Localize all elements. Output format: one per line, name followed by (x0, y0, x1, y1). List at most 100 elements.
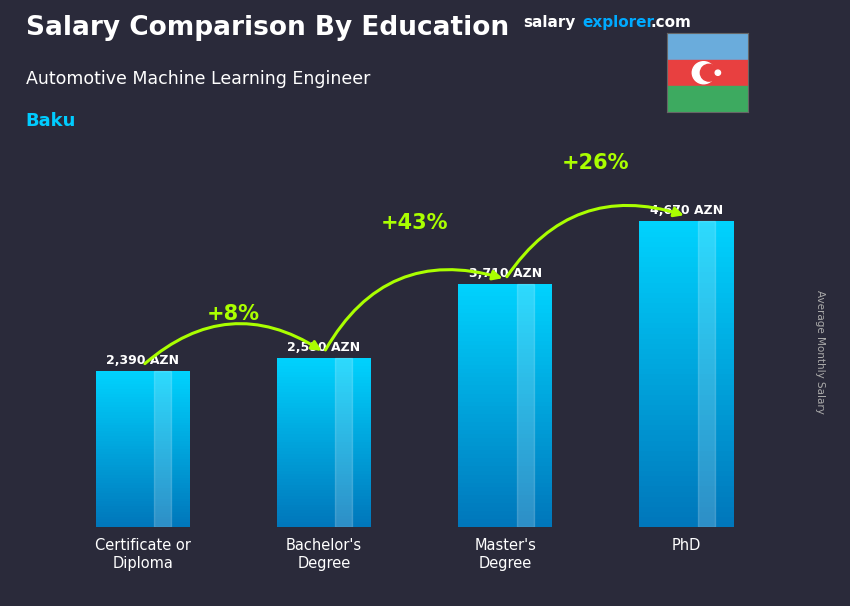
Bar (277, 380, 371, 383)
Bar (639, 339, 734, 344)
Bar (458, 349, 552, 353)
Bar (277, 371, 371, 375)
Bar (277, 437, 371, 439)
Text: salary: salary (523, 15, 575, 30)
Text: explorer: explorer (582, 15, 654, 30)
Bar (639, 415, 734, 420)
Bar (639, 476, 734, 481)
Bar (639, 333, 734, 339)
Bar (96, 449, 190, 451)
Bar (96, 423, 190, 425)
Bar (639, 405, 734, 410)
Bar (639, 257, 734, 262)
Bar (639, 272, 734, 278)
Bar (639, 293, 734, 298)
Bar (458, 474, 552, 479)
Bar (96, 473, 190, 475)
Bar (277, 499, 371, 502)
Bar (277, 431, 371, 434)
Bar (458, 491, 552, 495)
Bar (639, 237, 734, 242)
Bar (277, 459, 371, 462)
Bar (458, 393, 552, 398)
Circle shape (692, 62, 715, 84)
Bar (458, 515, 552, 519)
Bar (458, 385, 552, 390)
Bar (639, 221, 734, 227)
Bar (96, 465, 190, 467)
Bar (639, 262, 734, 267)
Bar (277, 391, 371, 395)
Bar (154, 371, 171, 527)
Bar (96, 381, 190, 384)
Bar (96, 444, 190, 447)
Bar (277, 482, 371, 485)
Bar (277, 510, 371, 513)
Bar (639, 420, 734, 425)
Bar (639, 278, 734, 282)
Text: +8%: +8% (207, 304, 260, 324)
Bar (277, 476, 371, 479)
Bar (458, 487, 552, 491)
Text: 2,390 AZN: 2,390 AZN (106, 354, 179, 367)
Text: +26%: +26% (562, 153, 630, 173)
Bar (639, 445, 734, 451)
Bar (458, 333, 552, 337)
Bar (96, 410, 190, 413)
Bar (96, 522, 190, 525)
Bar (277, 361, 371, 363)
Bar (458, 422, 552, 426)
Bar (277, 411, 371, 414)
Bar (96, 397, 190, 399)
Bar (639, 456, 734, 461)
Bar (277, 383, 371, 386)
Bar (277, 442, 371, 445)
Bar (639, 359, 734, 364)
Bar (458, 507, 552, 511)
Bar (277, 519, 371, 522)
Bar (277, 479, 371, 482)
Bar (639, 313, 734, 318)
Bar (458, 410, 552, 414)
Bar (96, 511, 190, 514)
Bar (639, 227, 734, 231)
Bar (458, 369, 552, 373)
Bar (277, 417, 371, 420)
Bar (458, 503, 552, 507)
Bar (458, 329, 552, 333)
Bar (96, 431, 190, 433)
Bar (277, 505, 371, 507)
Bar (277, 366, 371, 369)
Bar (458, 296, 552, 301)
Circle shape (700, 64, 717, 81)
Bar (639, 461, 734, 466)
Bar (639, 349, 734, 354)
Bar (96, 467, 190, 470)
Bar (96, 441, 190, 444)
Bar (458, 430, 552, 434)
Bar (639, 507, 734, 512)
Bar (277, 414, 371, 417)
Bar (639, 384, 734, 390)
Bar (458, 308, 552, 313)
Bar (96, 433, 190, 436)
Bar (458, 414, 552, 418)
Bar (639, 441, 734, 445)
Bar (458, 321, 552, 325)
Bar (277, 493, 371, 496)
Bar (96, 457, 190, 459)
Bar (458, 402, 552, 406)
Bar (639, 242, 734, 247)
Bar (458, 426, 552, 430)
Bar (458, 470, 552, 474)
Bar (639, 247, 734, 252)
Bar (458, 519, 552, 523)
Bar (277, 485, 371, 488)
Bar (458, 345, 552, 349)
Bar (96, 451, 190, 454)
Text: 4,670 AZN: 4,670 AZN (650, 204, 723, 218)
Bar (96, 402, 190, 405)
Bar (639, 324, 734, 328)
Text: +43%: +43% (381, 213, 449, 233)
Bar (96, 499, 190, 501)
